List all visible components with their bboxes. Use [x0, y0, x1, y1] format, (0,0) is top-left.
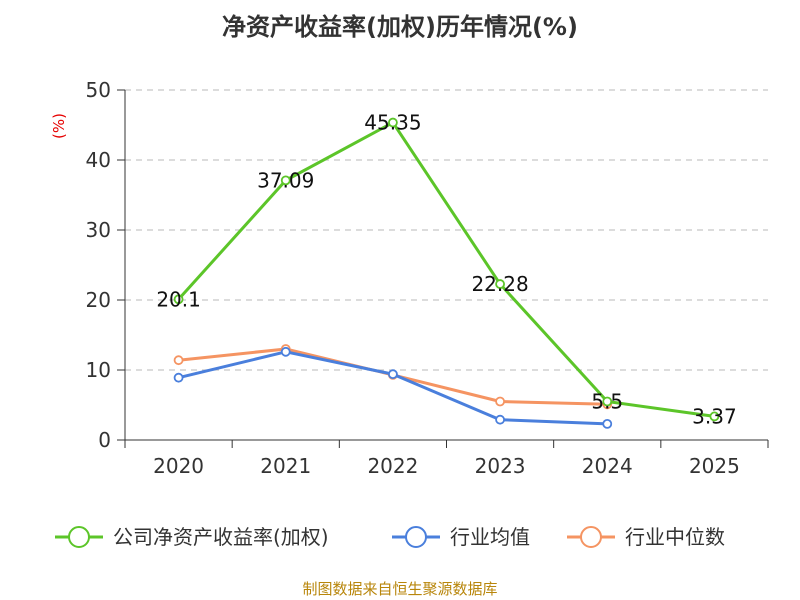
- data-point: [495, 414, 505, 425]
- series-line-1: [178, 350, 608, 426]
- data-point: [388, 369, 398, 380]
- series-lines: [173, 117, 720, 429]
- legend-label: 公司净资产收益率(加权): [113, 525, 329, 549]
- data-point: [173, 294, 184, 305]
- x-tick-label: 2021: [260, 454, 311, 478]
- data-label: 22.28: [471, 272, 528, 296]
- legend: 公司净资产收益率(加权) 行业均值 行业中位数: [55, 525, 725, 549]
- x-tick-label: 2025: [689, 454, 740, 478]
- legend-label: 行业均值: [450, 525, 530, 549]
- x-tick-label: 2023: [475, 454, 526, 478]
- axes: 0 10 20 30 40 50 2020 2021 2022 2023 2024 2025: [86, 78, 769, 478]
- data-label: 3.37: [692, 404, 737, 428]
- x-tick-label: 2022: [367, 454, 418, 478]
- data-label: 45.35: [364, 111, 421, 135]
- x-tick-label: 2020: [153, 454, 204, 478]
- y-tick-label: 40: [86, 148, 111, 172]
- data-point: [495, 279, 505, 289]
- data-point: [173, 372, 184, 383]
- y-tick-label: 0: [98, 428, 111, 452]
- data-point: [280, 175, 291, 186]
- source-note: 制图数据来自恒生聚源数据库: [302, 580, 497, 598]
- y-tick-label: 30: [86, 218, 111, 242]
- gridlines: [125, 89, 768, 371]
- data-point: [602, 396, 613, 407]
- series-line-0: [177, 121, 715, 418]
- data-labels: 20.1 37.09 45.35 22.28 5.5 3.37: [156, 111, 736, 429]
- y-tick-label: 50: [86, 78, 111, 102]
- legend-swatch-marker: [580, 526, 602, 548]
- data-label: 5.5: [591, 390, 623, 414]
- data-label: 20.1: [156, 287, 201, 311]
- data-point: [388, 117, 398, 128]
- y-tick-label: 10: [86, 358, 111, 382]
- legend-swatch-marker: [405, 526, 427, 548]
- y-tick-label: 20: [86, 288, 111, 312]
- data-point: [709, 411, 720, 422]
- y-axis-label: (%): [50, 113, 68, 139]
- data-point: [280, 346, 291, 357]
- legend-label: 行业中位数: [625, 525, 725, 549]
- chart-title: 净资产收益率(加权)历年情况(%): [222, 13, 578, 41]
- data-label: 37.09: [257, 168, 314, 192]
- data-point: [602, 418, 613, 429]
- x-tick-label: 2024: [582, 454, 633, 478]
- legend-swatch-marker: [68, 526, 90, 548]
- data-point: [495, 396, 505, 407]
- data-point: [173, 355, 184, 366]
